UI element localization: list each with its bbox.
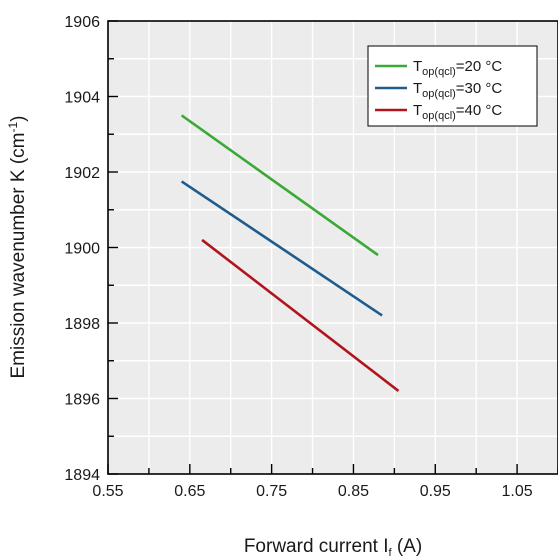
legend-label: Top(qcl)=30 °C [413, 80, 502, 100]
axis-ticks [107, 20, 558, 475]
y-axis-label: Emission wavenumber K (cm-1) [6, 115, 29, 378]
x-tick-label: 0.65 [174, 483, 205, 500]
x-tick-label: 0.85 [338, 483, 369, 500]
series-line-1 [180, 114, 379, 257]
series-lines [180, 114, 400, 392]
x-axis-label: Forward current If (A) [244, 536, 422, 559]
y-axis-label-sup: -1 [6, 121, 20, 132]
x-tick-labels: 0.55 0.65 0.75 0.85 0.95 1.05 [92, 483, 532, 500]
x-axis-label-sub: f [388, 547, 392, 559]
x-tick-label: 1.05 [502, 483, 533, 500]
x-tick-label: 0.75 [256, 483, 287, 500]
x-axis-label-unit: (A) [392, 536, 423, 557]
x-tick-label: 0.55 [92, 483, 123, 500]
y-tick-label: 1896 [64, 392, 100, 409]
legend-label: Top(qcl)=20 °C [413, 58, 502, 78]
y-axis-label-main: Emission wavenumber K (cm [8, 132, 29, 378]
x-axis-label-main: Forward current I [244, 536, 389, 557]
y-tick-label: 1904 [64, 90, 100, 107]
y-axis-label-end: ) [8, 115, 29, 121]
y-tick-labels: 1894 1896 1898 1900 1902 1904 1906 [64, 14, 100, 484]
series-line-3 [201, 238, 400, 392]
legend-label: Top(qcl)=40 °C [413, 102, 502, 122]
y-tick-label: 1900 [64, 241, 100, 258]
legend-box [367, 45, 538, 127]
x-tick-label: 0.95 [420, 483, 451, 500]
y-tick-label: 1898 [64, 316, 100, 333]
y-tick-label: 1894 [64, 467, 100, 484]
y-tick-label: 1906 [64, 14, 100, 31]
series-line-2 [180, 180, 383, 317]
y-tick-label: 1902 [64, 165, 100, 182]
